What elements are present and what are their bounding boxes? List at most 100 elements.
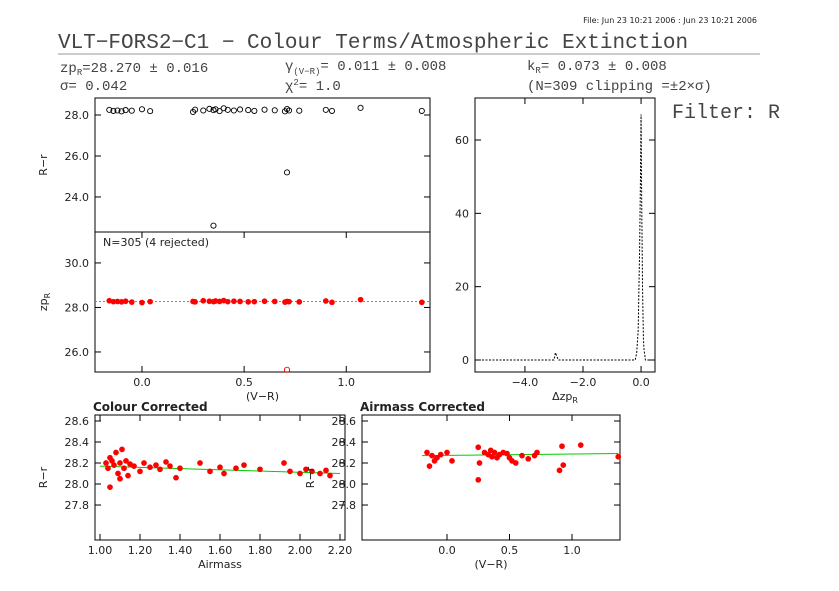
data-point <box>525 455 532 462</box>
data-point <box>475 476 482 483</box>
data-point <box>577 442 584 448</box>
y-tick-label: 28.0 <box>65 109 90 122</box>
data-point <box>296 107 303 114</box>
data-point <box>147 298 154 305</box>
y-tick-label: 28.0 <box>65 478 90 491</box>
data-point <box>122 298 129 305</box>
x-axis-label-text: (V−R) <box>246 390 279 403</box>
y-tick-label: 60 <box>455 134 469 147</box>
data-point <box>123 458 129 464</box>
x-axis-label: Airmass <box>198 558 242 571</box>
x-tick-label: 0.5 <box>501 544 519 557</box>
y-tick-label: 28.6 <box>65 415 90 428</box>
data-point <box>231 298 237 305</box>
x-tick-label: 1.20 <box>128 544 153 557</box>
y-tick-label: 0 <box>462 354 469 367</box>
data-point <box>111 462 117 468</box>
y-tick-label: 28.4 <box>332 436 357 449</box>
data-point <box>121 465 127 472</box>
data-point <box>323 467 329 474</box>
x-tick-label: 0.5 <box>235 376 253 389</box>
data-point <box>206 105 213 112</box>
data-point <box>200 107 207 114</box>
data-point <box>534 449 540 456</box>
data-point <box>197 460 203 466</box>
data-point <box>236 106 244 113</box>
y-axis-label-text: R−r <box>304 466 317 488</box>
data-point <box>114 107 121 114</box>
data-point <box>224 106 231 113</box>
y-tick-label: 27.8 <box>65 499 90 512</box>
y-tick-label: 26.0 <box>65 346 90 359</box>
y-tick-label: 28.4 <box>65 436 90 449</box>
panel-title: Colour Corrected <box>93 400 208 414</box>
data-point <box>283 366 291 373</box>
data-point <box>437 451 444 458</box>
data-point <box>559 443 565 450</box>
data-point <box>157 466 163 473</box>
data-point <box>429 452 435 459</box>
y-tick-label: 20 <box>455 281 469 294</box>
data-point <box>217 464 223 471</box>
data-point <box>207 468 213 475</box>
data-point <box>261 298 268 305</box>
data-point <box>615 453 622 460</box>
data-point <box>434 454 440 461</box>
data-point <box>560 462 567 468</box>
x-tick-label: 0.0 <box>133 376 151 389</box>
data-point <box>476 460 483 466</box>
data-point <box>110 107 117 114</box>
data-point <box>220 105 227 112</box>
data-point <box>117 460 123 466</box>
data-point <box>322 106 329 113</box>
data-point <box>281 460 287 466</box>
data-point <box>424 449 430 456</box>
data-point <box>115 470 121 477</box>
stat: (N=309 clipping =±2×σ) <box>527 79 712 95</box>
data-point <box>283 169 291 176</box>
data-point <box>245 299 252 305</box>
data-point <box>271 107 278 114</box>
y-tick-label: 26.0 <box>65 150 90 163</box>
x-tick-label: 1.40 <box>168 544 193 557</box>
x-tick-label: −2.0 <box>570 376 597 389</box>
x-tick-label: 2.20 <box>328 544 353 557</box>
data-point <box>122 107 129 114</box>
data-point <box>241 462 247 468</box>
data-point <box>119 446 125 453</box>
plot-frame <box>474 97 656 373</box>
plot-frame <box>94 231 431 373</box>
x-axis-label-text: (V−R) <box>475 558 508 571</box>
data-point <box>556 467 563 474</box>
data-point <box>105 465 111 472</box>
y-axis-label: R−r <box>304 466 317 488</box>
y-tick-label: 27.8 <box>332 499 357 512</box>
data-point <box>329 299 335 306</box>
data-point <box>147 108 154 115</box>
data-point <box>230 107 237 114</box>
data-point <box>322 298 329 304</box>
data-point <box>418 107 425 114</box>
y-axis-label: R−r <box>37 154 50 176</box>
x-axis-label-sub: R <box>572 396 578 405</box>
data-point <box>141 460 147 466</box>
data-point <box>210 222 217 229</box>
data-point <box>271 298 278 305</box>
x-tick-label: 1.0 <box>338 376 356 389</box>
data-point <box>357 104 364 111</box>
data-point <box>245 107 252 114</box>
y-tick-label: 28.0 <box>65 301 90 314</box>
data-point <box>475 444 482 451</box>
histogram-line <box>475 114 655 361</box>
x-tick-label: 0.0 <box>632 376 650 389</box>
data-point <box>200 297 207 304</box>
x-tick-label: 1.80 <box>248 544 273 557</box>
data-point <box>251 107 258 114</box>
data-point <box>177 465 183 472</box>
data-point <box>251 298 258 305</box>
annotation: N=305 (4 rejected) <box>103 236 209 249</box>
y-tick-label: 28.6 <box>332 415 357 428</box>
data-point <box>297 470 303 477</box>
plot-frame <box>94 97 431 233</box>
